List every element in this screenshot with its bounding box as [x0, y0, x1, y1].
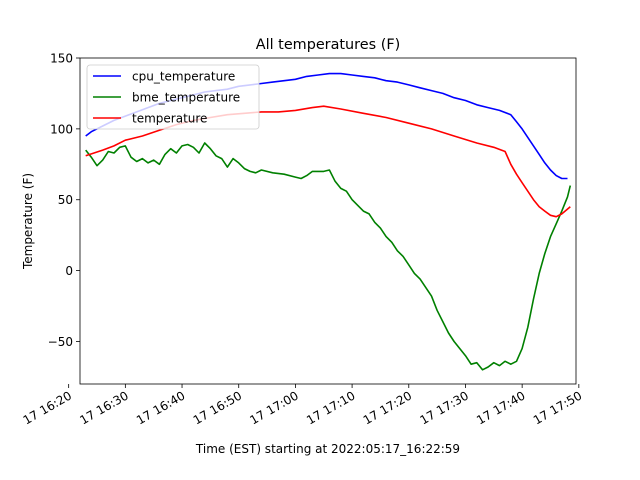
legend-label: cpu_temperature: [132, 70, 235, 84]
x-axis-label: Time (EST) starting at 2022:05:17_16:22:…: [195, 442, 460, 456]
legend-box: [86, 64, 260, 130]
plot-frame: [79, 57, 577, 385]
y-tick-label: 0: [65, 264, 73, 278]
y-axis-label: Temperature (F): [21, 173, 35, 270]
y-axis: −50 0 50 100 150: [48, 52, 80, 349]
legend: cpu_temperature bme_temperature temperatur…: [86, 64, 260, 130]
y-tick-label: −50: [48, 335, 73, 349]
legend-label: temperature: [132, 112, 207, 126]
y-tick-label: 150: [50, 52, 73, 66]
legend-label: bme_temperature: [132, 91, 240, 105]
chart-title: All temperatures (F): [256, 37, 400, 53]
y-tick-label: 50: [58, 193, 73, 207]
y-tick-label: 100: [50, 122, 73, 136]
series-line-bme-temperature: [85, 142, 572, 371]
